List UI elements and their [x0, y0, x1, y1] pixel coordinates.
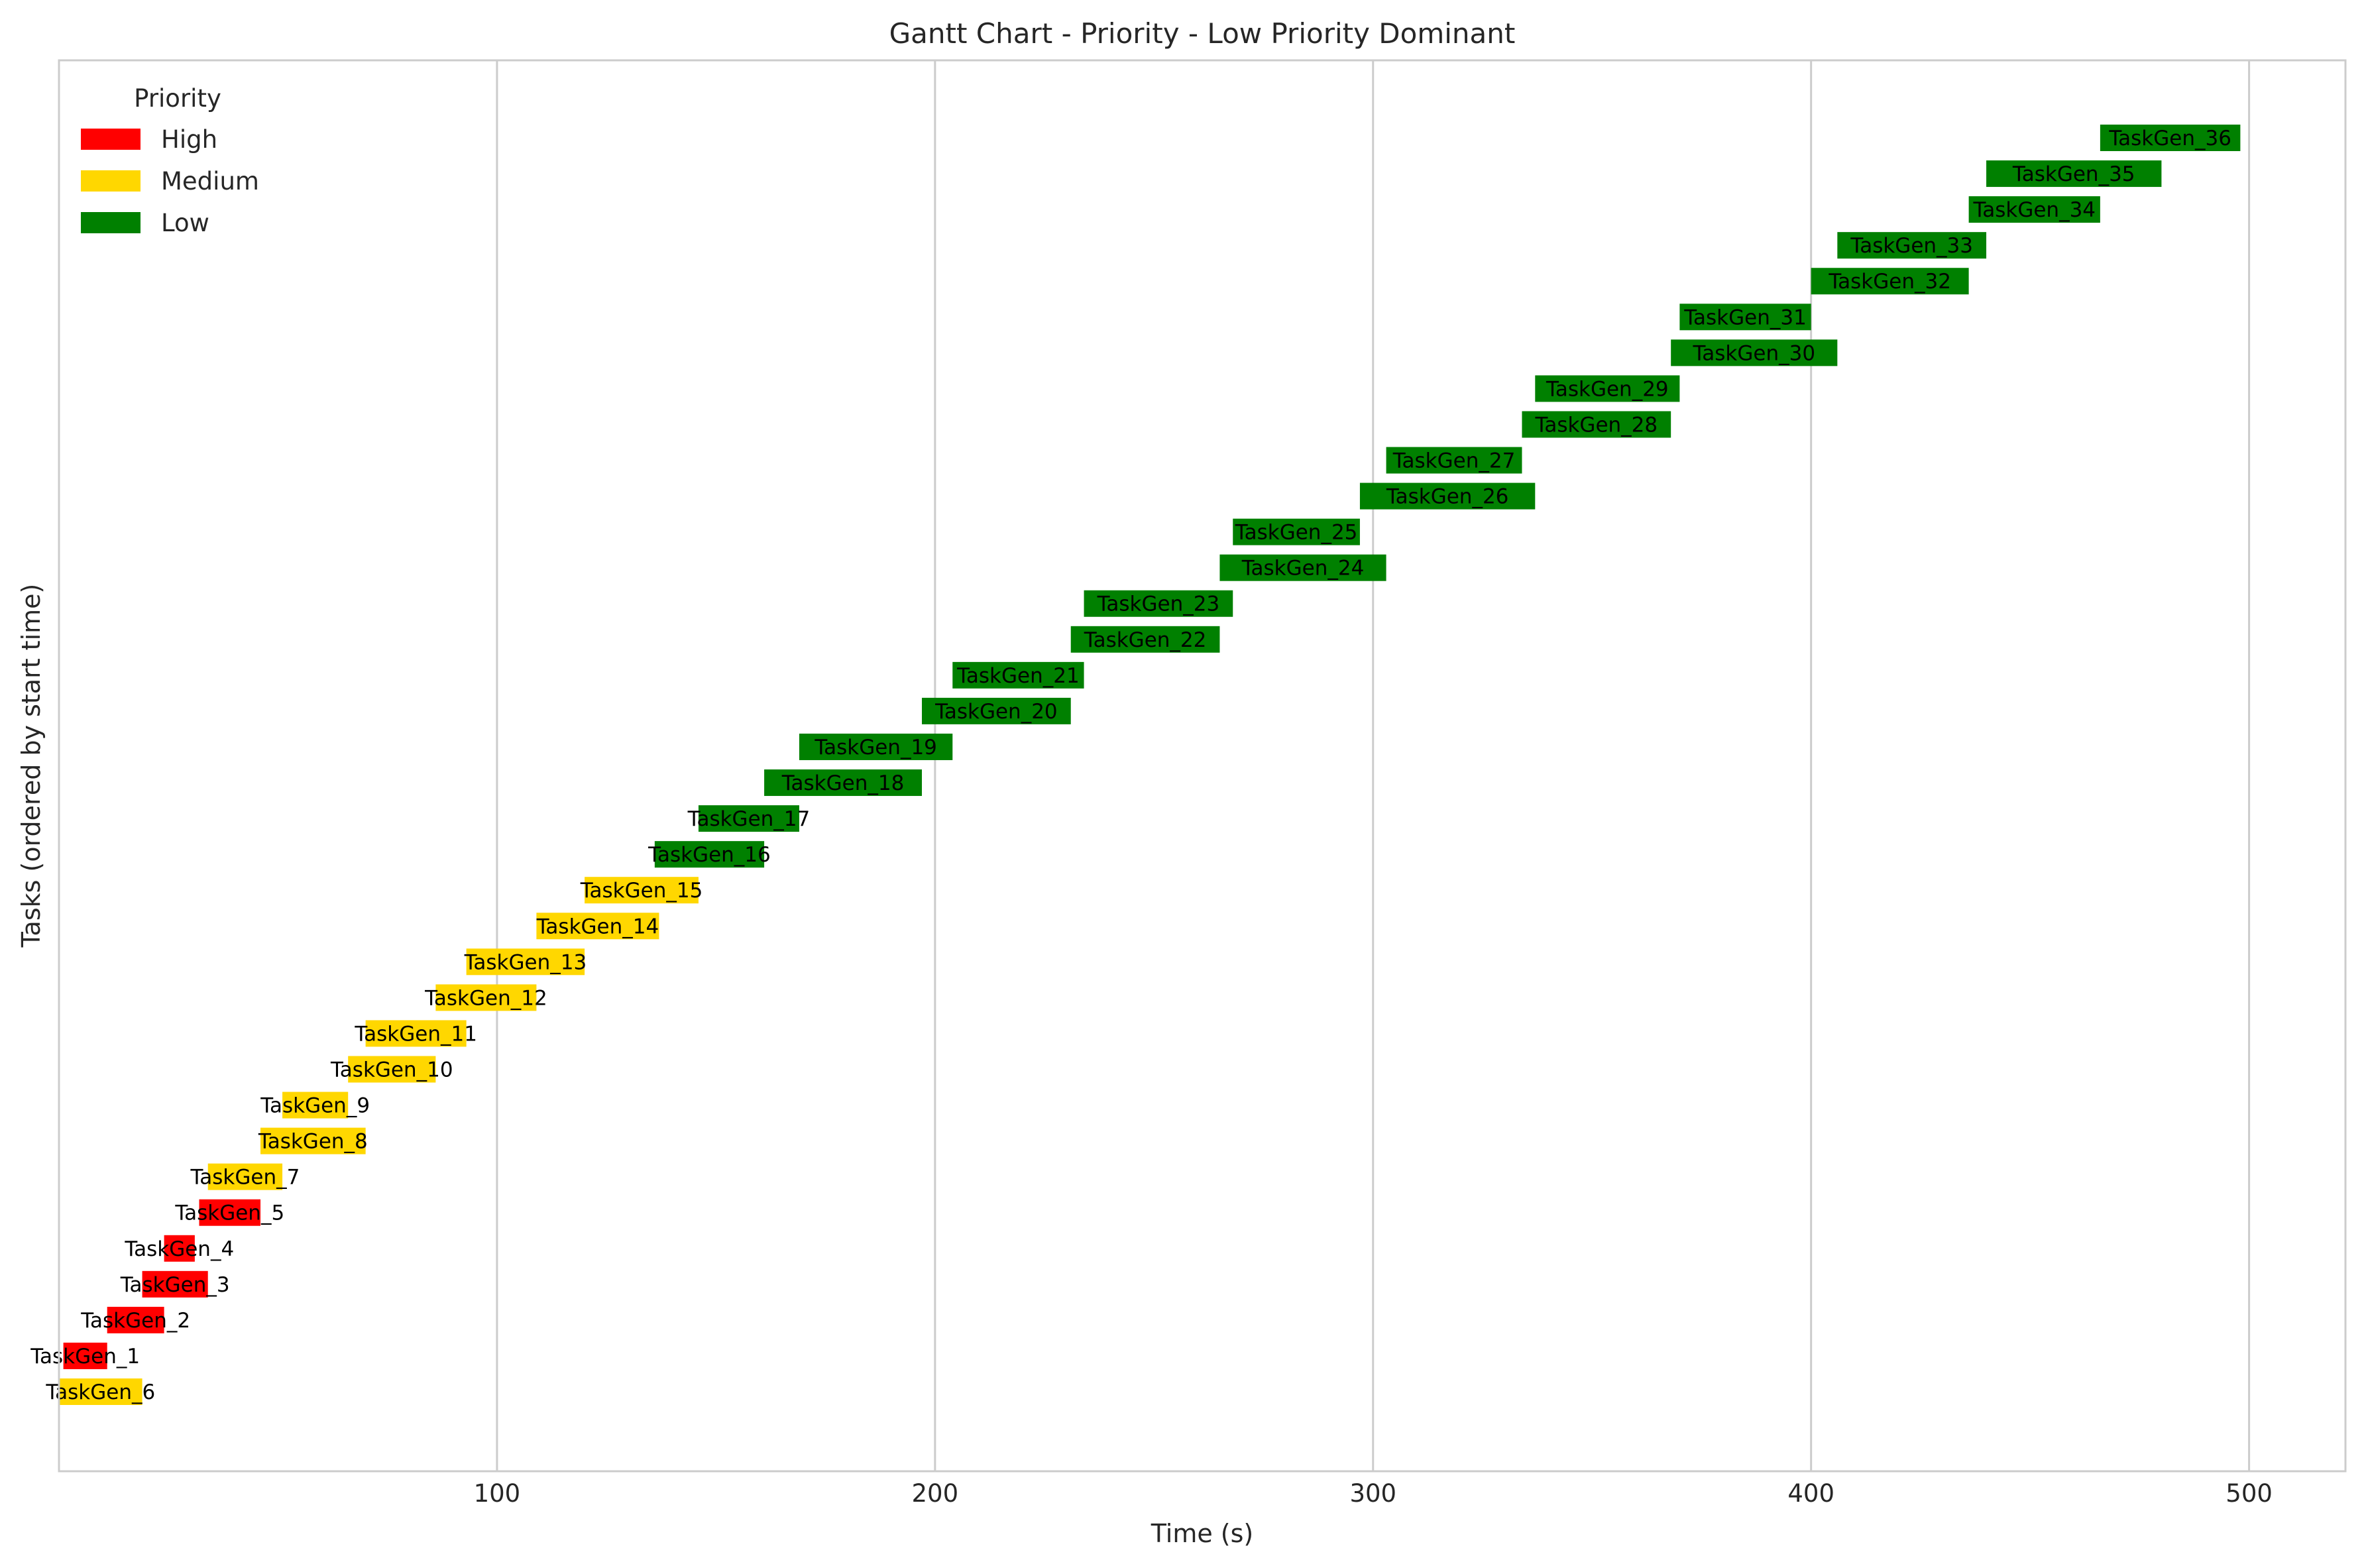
task-bars — [59, 125, 2241, 1405]
legend-label-medium: Medium — [161, 167, 259, 196]
task-bar-taskgen-8 — [260, 1127, 366, 1154]
task-bar-taskgen-27 — [1386, 447, 1522, 474]
task-label-taskgen-11: TaskGen_11 — [354, 1022, 477, 1046]
task-label-taskgen-3: TaskGen_3 — [120, 1273, 230, 1297]
task-label-taskgen-34: TaskGen_34 — [1972, 198, 2096, 222]
task-bar-taskgen-16 — [654, 841, 765, 868]
task-bar-taskgen-12 — [435, 984, 537, 1011]
task-label-taskgen-26: TaskGen_26 — [1386, 485, 1509, 509]
task-label-taskgen-10: TaskGen_10 — [330, 1058, 453, 1082]
x-tick-label-100: 100 — [474, 1479, 521, 1508]
task-label-taskgen-4: TaskGen_4 — [124, 1237, 234, 1261]
y-axis-label: Tasks (ordered by start time) — [17, 584, 46, 948]
task-bar-taskgen-9 — [282, 1092, 349, 1119]
task-label-taskgen-28: TaskGen_28 — [1535, 413, 1658, 437]
task-label-taskgen-16: TaskGen_16 — [648, 843, 771, 867]
task-bar-taskgen-20 — [922, 697, 1071, 724]
task-bar-taskgen-25 — [1233, 518, 1360, 545]
task-bar-taskgen-35 — [1986, 160, 2162, 188]
task-bar-taskgen-24 — [1219, 554, 1386, 581]
task-label-taskgen-36: TaskGen_36 — [2108, 127, 2231, 150]
task-label-taskgen-22: TaskGen_22 — [1084, 628, 1207, 652]
task-bar-taskgen-31 — [1679, 304, 1811, 331]
task-bar-taskgen-1 — [63, 1342, 107, 1369]
legend-title: Priority — [134, 84, 221, 113]
task-label-taskgen-23: TaskGen_23 — [1097, 592, 1220, 616]
task-bar-taskgen-28 — [1522, 411, 1671, 438]
task-bar-taskgen-5 — [199, 1199, 261, 1226]
task-bar-taskgen-11 — [365, 1020, 467, 1047]
task-label-taskgen-12: TaskGen_12 — [424, 986, 547, 1010]
task-bar-taskgen-7 — [207, 1163, 283, 1190]
task-bar-taskgen-33 — [1837, 232, 1987, 259]
task-label-taskgen-35: TaskGen_35 — [2012, 162, 2135, 186]
task-bar-taskgen-13 — [466, 948, 585, 976]
task-label-taskgen-2: TaskGen_2 — [80, 1309, 190, 1333]
task-label-taskgen-31: TaskGen_31 — [1683, 306, 1807, 329]
task-bar-taskgen-17 — [698, 805, 799, 832]
task-bar-taskgen-23 — [1084, 590, 1233, 617]
task-bar-taskgen-4 — [164, 1235, 195, 1262]
legend-entries: High Medium Low — [81, 125, 259, 237]
x-tick-label-300: 300 — [1349, 1479, 1396, 1508]
x-tick-label-500: 500 — [2225, 1479, 2273, 1508]
task-label-taskgen-13: TaskGen_13 — [464, 950, 587, 974]
task-label-taskgen-5: TaskGen_5 — [174, 1202, 284, 1225]
legend-label-low: Low — [161, 209, 209, 237]
x-axis-ticks: 100 200 300 400 500 — [474, 1479, 2273, 1508]
task-bar-taskgen-10 — [348, 1056, 436, 1083]
task-label-taskgen-33: TaskGen_33 — [1850, 234, 1973, 258]
task-bar-taskgen-36 — [2100, 125, 2241, 151]
task-bar-taskgen-21 — [952, 661, 1084, 689]
grid-lines — [496, 60, 2251, 1471]
task-bar-taskgen-34 — [1968, 196, 2100, 223]
task-bar-taskgen-15 — [585, 877, 699, 904]
task-label-taskgen-21: TaskGen_21 — [956, 664, 1080, 688]
plot-frame — [58, 59, 2347, 1473]
task-label-taskgen-6: TaskGen_6 — [45, 1380, 155, 1404]
task-label-taskgen-24: TaskGen_24 — [1241, 557, 1365, 581]
legend: Priority High Medium Low — [81, 84, 259, 237]
task-label-taskgen-1: TaskGen_1 — [30, 1345, 140, 1369]
task-label-taskgen-32: TaskGen_32 — [1828, 270, 1951, 294]
task-label-taskgen-30: TaskGen_30 — [1692, 341, 1815, 365]
task-labels: TaskGen_6 TaskGen_1 TaskGen_2 TaskGen_3 Task… — [30, 127, 2231, 1404]
task-bar-taskgen-6 — [59, 1378, 142, 1405]
task-label-taskgen-18: TaskGen_18 — [781, 771, 905, 795]
task-label-taskgen-25: TaskGen_25 — [1235, 521, 1358, 545]
task-label-taskgen-20: TaskGen_20 — [934, 700, 1058, 724]
legend-swatch-high — [81, 129, 141, 150]
task-bar-taskgen-18 — [764, 769, 923, 797]
legend-swatch-low — [81, 212, 141, 233]
task-label-taskgen-7: TaskGen_7 — [190, 1166, 300, 1190]
task-label-taskgen-17: TaskGen_17 — [687, 807, 811, 831]
legend-label-high: High — [161, 125, 217, 154]
task-bar-taskgen-2 — [107, 1306, 164, 1333]
task-label-taskgen-27: TaskGen_27 — [1392, 449, 1516, 473]
task-bar-taskgen-19 — [799, 733, 953, 760]
task-label-taskgen-19: TaskGen_19 — [814, 736, 937, 759]
task-bar-taskgen-3 — [142, 1270, 208, 1298]
task-label-taskgen-15: TaskGen_15 — [580, 879, 703, 903]
task-bar-taskgen-32 — [1811, 268, 1969, 295]
task-label-taskgen-9: TaskGen_9 — [260, 1094, 370, 1118]
x-tick-label-400: 400 — [1787, 1479, 1834, 1508]
task-bar-taskgen-22 — [1070, 626, 1220, 653]
task-bar-taskgen-14 — [536, 913, 659, 940]
legend-swatch-medium — [81, 170, 141, 192]
task-label-taskgen-29: TaskGen_29 — [1546, 377, 1669, 401]
x-axis-label: Time (s) — [1151, 1519, 1254, 1548]
task-bar-taskgen-30 — [1671, 339, 1838, 366]
chart-title: Gantt Chart - Priority - Low Priority Do… — [889, 17, 1516, 50]
task-label-taskgen-14: TaskGen_14 — [536, 915, 659, 938]
task-bar-taskgen-29 — [1535, 375, 1680, 402]
task-bar-taskgen-26 — [1359, 482, 1536, 510]
x-tick-label-200: 200 — [912, 1479, 959, 1508]
task-label-taskgen-8: TaskGen_8 — [258, 1130, 368, 1154]
